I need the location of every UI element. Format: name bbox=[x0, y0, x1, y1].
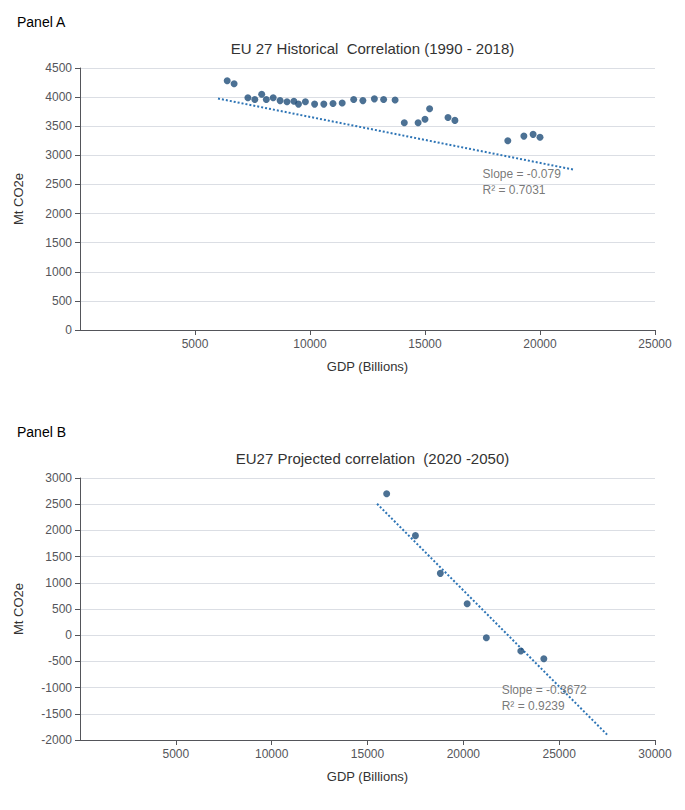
svg-text:3000: 3000 bbox=[45, 148, 72, 162]
svg-text:Mt CO2e: Mt CO2e bbox=[11, 583, 26, 635]
svg-text:5000: 5000 bbox=[162, 747, 189, 761]
svg-text:-1500: -1500 bbox=[41, 707, 72, 721]
svg-text:15000: 15000 bbox=[351, 747, 385, 761]
svg-text:3500: 3500 bbox=[45, 119, 72, 133]
svg-text:2000: 2000 bbox=[45, 523, 72, 537]
svg-text:4000: 4000 bbox=[45, 90, 72, 104]
svg-text:GDP (Billions): GDP (Billions) bbox=[327, 769, 408, 784]
svg-text:1500: 1500 bbox=[45, 236, 72, 250]
svg-text:Mt CO2e: Mt CO2e bbox=[11, 173, 26, 225]
svg-text:2500: 2500 bbox=[45, 177, 72, 191]
svg-text:Slope = -0.079: Slope = -0.079 bbox=[483, 167, 562, 181]
svg-text:1000: 1000 bbox=[45, 265, 72, 279]
svg-text:R² = 0.7031: R² = 0.7031 bbox=[483, 183, 546, 197]
svg-text:Slope = -0.3672: Slope = -0.3672 bbox=[502, 683, 587, 697]
svg-text:4500: 4500 bbox=[45, 61, 72, 75]
svg-text:20000: 20000 bbox=[447, 747, 481, 761]
svg-text:10000: 10000 bbox=[293, 337, 327, 351]
svg-text:EU27 Projected correlation (2: EU27 Projected correlation (2020 -2050) bbox=[236, 450, 510, 467]
svg-text:500: 500 bbox=[52, 294, 72, 308]
svg-text:1000: 1000 bbox=[45, 576, 72, 590]
svg-text:Panel A: Panel A bbox=[17, 14, 66, 30]
svg-text:-2000: -2000 bbox=[41, 733, 72, 747]
svg-text:R² = 0.9239: R² = 0.9239 bbox=[502, 699, 565, 713]
svg-text:10000: 10000 bbox=[255, 747, 289, 761]
svg-text:GDP (Billions): GDP (Billions) bbox=[327, 359, 408, 374]
svg-text:15000: 15000 bbox=[408, 337, 442, 351]
svg-text:20000: 20000 bbox=[523, 337, 557, 351]
svg-text:EU 27 Historical Correlation: EU 27 Historical Correlation (1990 - 201… bbox=[231, 40, 514, 57]
svg-text:Panel B: Panel B bbox=[17, 424, 66, 440]
svg-text:0: 0 bbox=[65, 323, 72, 337]
svg-text:5000: 5000 bbox=[182, 337, 209, 351]
svg-text:3000: 3000 bbox=[45, 471, 72, 485]
svg-text:0: 0 bbox=[65, 628, 72, 642]
svg-text:1500: 1500 bbox=[45, 550, 72, 564]
svg-text:-1000: -1000 bbox=[41, 681, 72, 695]
svg-text:30000: 30000 bbox=[638, 747, 672, 761]
svg-text:25000: 25000 bbox=[638, 337, 672, 351]
svg-text:2500: 2500 bbox=[45, 497, 72, 511]
svg-text:-500: -500 bbox=[48, 654, 72, 668]
svg-text:2000: 2000 bbox=[45, 207, 72, 221]
svg-text:500: 500 bbox=[52, 602, 72, 616]
svg-text:25000: 25000 bbox=[542, 747, 576, 761]
